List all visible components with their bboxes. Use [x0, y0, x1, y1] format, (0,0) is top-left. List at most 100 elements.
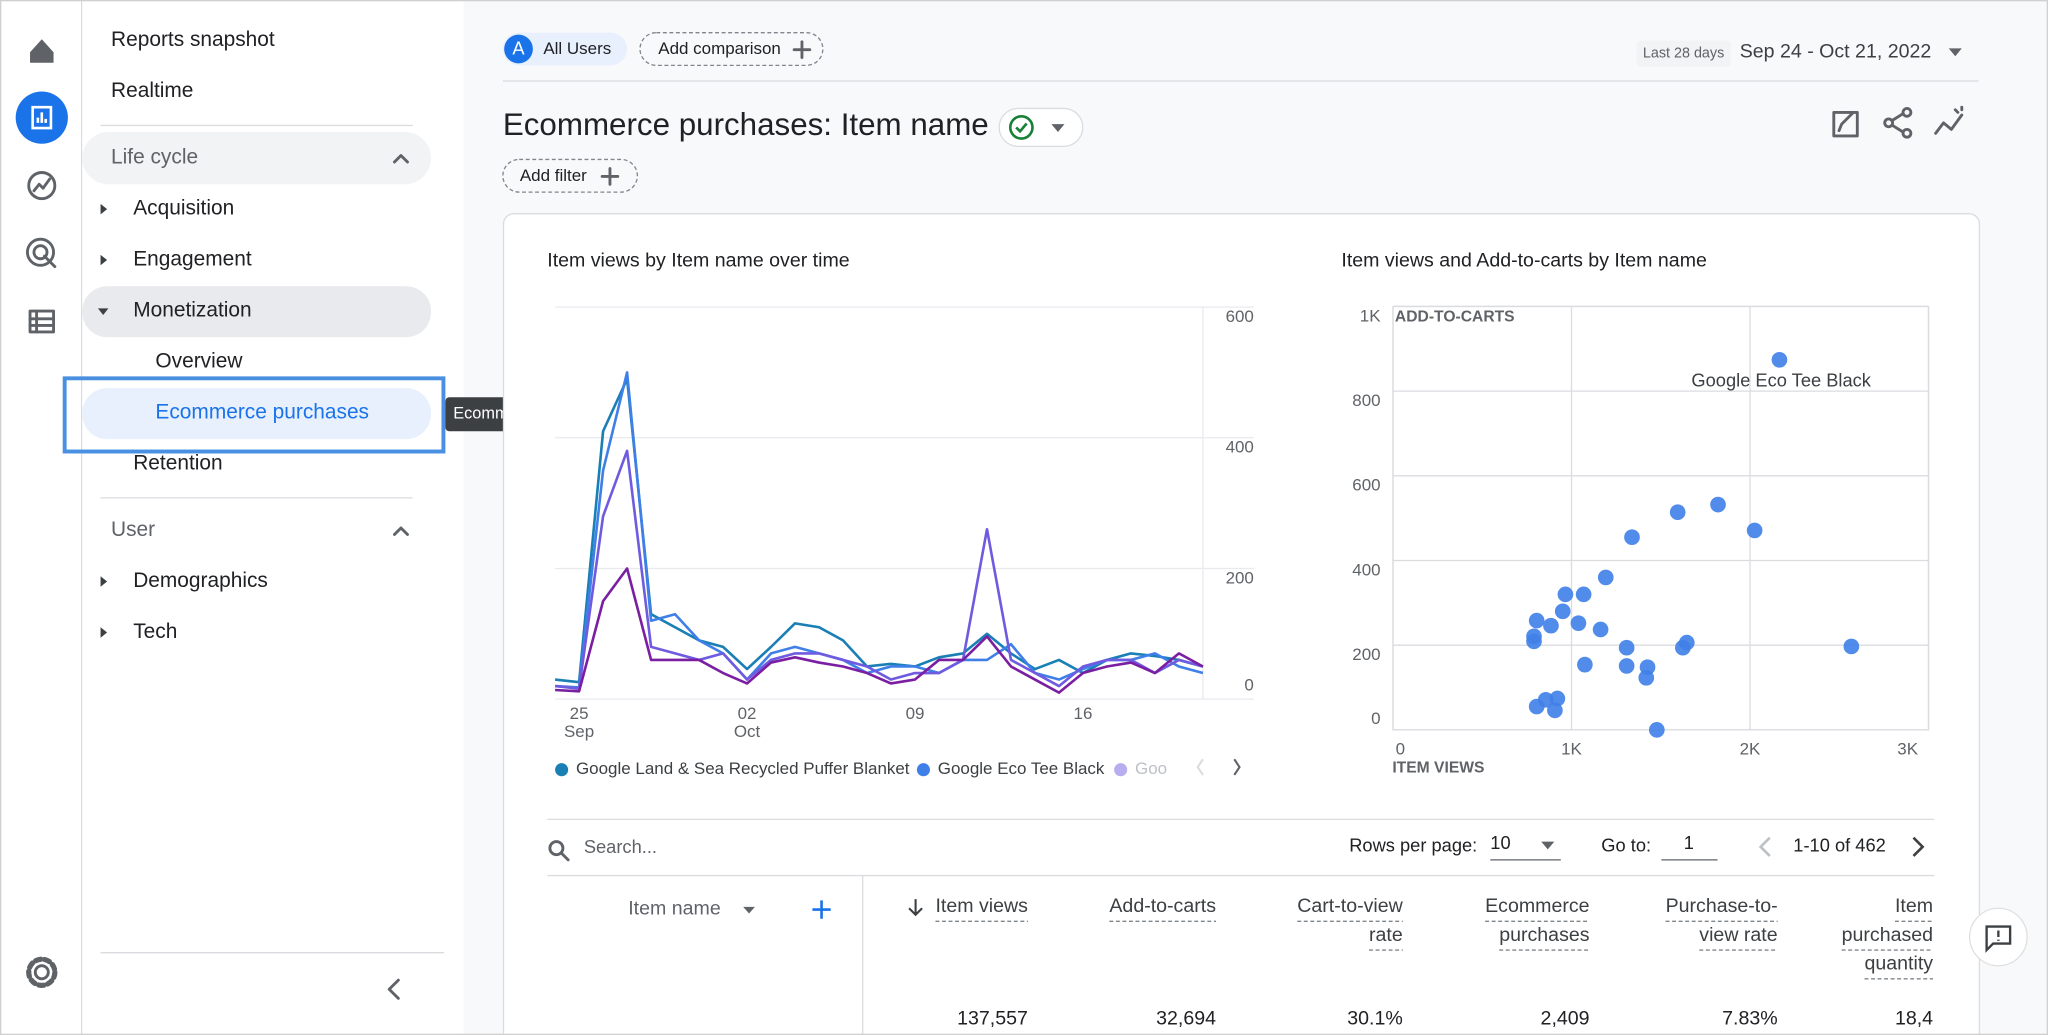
dropdown-arrow[interactable]: [743, 906, 755, 914]
column-header[interactable]: purchased: [1842, 924, 1933, 946]
add-filter[interactable]: Add filter: [520, 166, 587, 185]
list-icon[interactable]: [28, 309, 55, 334]
x-tick-label: 0: [1396, 740, 1405, 759]
point: [1592, 621, 1609, 638]
section-header[interactable]: User: [111, 518, 155, 541]
dropdown-arrow: [1051, 124, 1065, 132]
dimension-header[interactable]: Item name: [628, 898, 721, 920]
collapse-icon[interactable]: [393, 154, 409, 164]
table-columns: Item views 137,557 Add-to-carts 32,694 Cart-…: [935, 895, 1933, 1029]
edit-icon[interactable]: [1832, 110, 1859, 138]
dropdown-arrow[interactable]: [1541, 841, 1555, 850]
column-header[interactable]: Item: [1895, 895, 1933, 917]
date-range[interactable]: Sep 24 - Oct 21, 2022: [1740, 40, 1932, 62]
page-range: 1-10 of 462: [1793, 835, 1885, 856]
nav-item[interactable]: Overview: [155, 350, 243, 373]
home-icon[interactable]: [30, 39, 54, 63]
date-label-bg: [1636, 40, 1731, 67]
column-header[interactable]: Cart-to-view: [1297, 895, 1403, 917]
point: [1746, 522, 1763, 539]
column-header[interactable]: quantity: [1865, 953, 1934, 975]
x-axis-label: ITEM VIEWS: [1392, 760, 1484, 777]
nav-item[interactable]: Reports snapshot: [111, 28, 275, 51]
point: [1528, 612, 1545, 629]
point: [1669, 504, 1686, 521]
dropdown-arrow[interactable]: [1948, 48, 1962, 57]
column-header[interactable]: rate: [1369, 924, 1403, 946]
series-line: [555, 567, 1204, 694]
column-total: 18,4: [1895, 1007, 1933, 1029]
point: [1597, 569, 1614, 586]
report-title: Ecommerce purchases: Item name: [503, 107, 989, 142]
rows-per-page[interactable]: 10: [1490, 832, 1510, 853]
active-bg: [82, 388, 432, 440]
y-tick-label: 600: [1352, 476, 1380, 495]
explore-icon[interactable]: [27, 171, 57, 201]
column-header[interactable]: Purchase-to-: [1666, 895, 1778, 917]
segment-badge-text: A: [512, 37, 525, 58]
nav-item[interactable]: Monetization: [133, 299, 251, 322]
column-header[interactable]: view rate: [1699, 924, 1777, 946]
column-total: 137,557: [957, 1007, 1028, 1029]
y-tick-label: 200: [1226, 568, 1254, 587]
go-to-input[interactable]: 1: [1684, 832, 1694, 853]
reports-glyph: [31, 105, 53, 130]
search-icon: [548, 840, 570, 862]
expand-arrow: [100, 627, 108, 638]
nav-item[interactable]: Tech: [133, 620, 177, 643]
rows-per-page-label: Rows per page:: [1349, 835, 1477, 856]
sort-icon[interactable]: [908, 899, 923, 917]
point: [1710, 496, 1726, 513]
search-input[interactable]: Search...: [584, 836, 657, 857]
point: [1526, 633, 1542, 650]
point: [1543, 617, 1559, 634]
add-comparison[interactable]: Add comparison: [658, 39, 781, 58]
nav-item[interactable]: Retention: [133, 451, 222, 474]
feedback-icon: [1985, 925, 2012, 953]
point: [1771, 351, 1788, 368]
column-header[interactable]: Item views: [935, 895, 1028, 917]
nav-item[interactable]: Engagement: [133, 248, 252, 271]
settings-icon[interactable]: [26, 956, 58, 988]
point: [1575, 586, 1592, 603]
point: [1570, 615, 1587, 631]
advertising-icon[interactable]: [25, 237, 57, 269]
share-icon[interactable]: [1883, 107, 1913, 139]
nav-rail: [0, 0, 81, 1035]
prev-page[interactable]: [1758, 836, 1771, 857]
y-tick-label: 200: [1352, 645, 1380, 664]
expand-arrow: [100, 254, 108, 266]
nav-item[interactable]: Demographics: [133, 569, 268, 592]
segment-chip[interactable]: [502, 32, 627, 66]
legend-next[interactable]: [1233, 758, 1241, 776]
column-header[interactable]: Ecommerce: [1485, 895, 1590, 917]
nav-item-active[interactable]: Ecommerce purchases: [155, 400, 369, 423]
point: [1618, 639, 1635, 656]
column-total: 32,694: [1156, 1007, 1216, 1029]
add-dimension[interactable]: [812, 900, 831, 919]
collapse-sidebar[interactable]: [387, 978, 400, 1000]
nav-item[interactable]: Acquisition: [133, 197, 234, 220]
nav-item[interactable]: Realtime: [111, 79, 193, 102]
column-header[interactable]: purchases: [1499, 924, 1590, 946]
point: [1618, 658, 1635, 674]
x-tick-label: 02 Oct: [734, 704, 761, 741]
segment-name[interactable]: All Users: [543, 39, 611, 58]
legend-swatch: [1114, 763, 1128, 777]
section-header[interactable]: Life cycle: [111, 146, 198, 169]
status-chip[interactable]: [998, 107, 1084, 148]
column-header[interactable]: Add-to-carts: [1109, 895, 1216, 917]
insights-icon[interactable]: [1934, 105, 1964, 135]
series-line: [554, 449, 1204, 690]
y-tick-label: 400: [1352, 560, 1380, 579]
series-line: [554, 377, 1204, 684]
chart-title: Item views and Add-to-carts by Item name: [1341, 250, 1707, 272]
legend-prev[interactable]: [1196, 758, 1204, 776]
add-comparison-chip[interactable]: [639, 32, 824, 66]
y-tick-label: 0: [1371, 709, 1380, 728]
column-total: 2,409: [1541, 1007, 1590, 1029]
next-page[interactable]: [1912, 836, 1925, 857]
collapse-icon[interactable]: [393, 526, 409, 536]
add-filter-chip[interactable]: [502, 158, 639, 193]
expand-arrow: [100, 203, 108, 215]
